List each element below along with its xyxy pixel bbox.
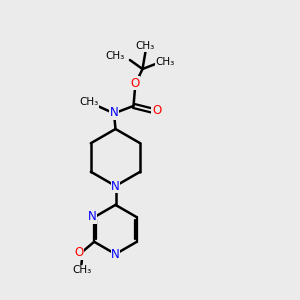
Text: N: N [110,106,118,119]
Text: N: N [111,248,120,261]
Text: CH₃: CH₃ [72,265,92,275]
Text: CH₃: CH₃ [80,97,99,107]
Text: CH₃: CH₃ [136,41,155,52]
Text: O: O [130,77,140,90]
Text: N: N [111,180,120,193]
Text: O: O [152,104,161,117]
Text: CH₃: CH₃ [155,57,175,68]
Text: N: N [87,210,96,223]
Text: O: O [74,246,83,260]
Text: CH₃: CH₃ [105,51,124,62]
